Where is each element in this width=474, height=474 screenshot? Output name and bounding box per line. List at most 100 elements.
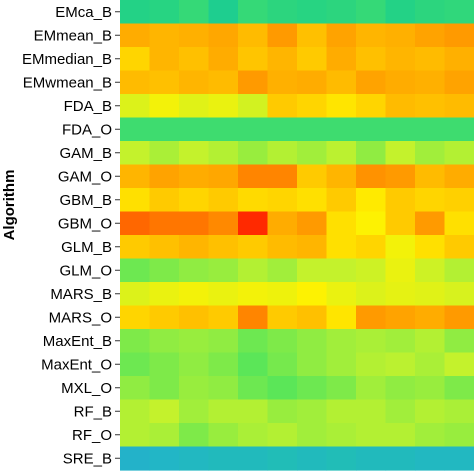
heatmap-cell	[120, 399, 151, 424]
heatmap-cell	[326, 117, 357, 142]
heatmap-cell	[120, 117, 151, 142]
heatmap-cell	[179, 47, 210, 72]
heatmap-cell	[415, 305, 446, 330]
heatmap-cell	[297, 188, 328, 213]
heatmap-cell	[326, 423, 357, 448]
heatmap-cell	[415, 329, 446, 354]
heatmap-cell	[238, 305, 269, 330]
heatmap-cell	[356, 352, 387, 377]
heatmap-cell	[356, 423, 387, 448]
heatmap-cell	[149, 0, 180, 25]
heatmap-cell	[149, 164, 180, 189]
heatmap-cell	[267, 188, 298, 213]
heatmap-cell	[385, 70, 416, 95]
heatmap-cell	[385, 305, 416, 330]
heatmap-cell	[444, 23, 474, 48]
heatmap-cell	[297, 258, 328, 283]
heatmap-cell	[179, 0, 210, 25]
row-label: GLM_B	[61, 239, 112, 256]
heatmap-cell	[179, 376, 210, 401]
heatmap-cell	[267, 94, 298, 119]
heatmap-cell	[326, 47, 357, 72]
heatmap-cell	[356, 188, 387, 213]
heatmap-cell	[267, 423, 298, 448]
heatmap-cell	[238, 446, 269, 471]
heatmap-cell	[415, 47, 446, 72]
row-label: GBM_B	[59, 192, 112, 209]
heatmap-cell	[208, 164, 239, 189]
heatmap-cell	[208, 258, 239, 283]
heatmap-cell	[179, 164, 210, 189]
row-label: MaxEnt_B	[43, 333, 112, 350]
row-label: FDA_B	[64, 98, 112, 115]
heatmap-cell	[208, 211, 239, 236]
row-label: MXL_O	[61, 380, 112, 397]
heatmap-cell	[415, 188, 446, 213]
heatmap-cell	[415, 70, 446, 95]
heatmap-cell	[326, 23, 357, 48]
heatmap-cell	[238, 164, 269, 189]
heatmap-cell	[444, 117, 474, 142]
heatmap-cell	[297, 376, 328, 401]
heatmap-cell	[297, 423, 328, 448]
heatmap-cell	[356, 329, 387, 354]
heatmap-cell	[267, 164, 298, 189]
heatmap-cell	[208, 376, 239, 401]
heatmap-cell	[149, 235, 180, 260]
heatmap-cell	[356, 164, 387, 189]
heatmap-cell	[385, 399, 416, 424]
heatmap-cell	[149, 47, 180, 72]
heatmap-cell	[444, 258, 474, 283]
heatmap-cell	[267, 23, 298, 48]
heatmap-cell	[179, 235, 210, 260]
heatmap-cell	[149, 211, 180, 236]
heatmap-cell	[267, 47, 298, 72]
heatmap-cell	[120, 376, 151, 401]
heatmap-cell	[297, 47, 328, 72]
heatmap-cell	[444, 0, 474, 25]
heatmap-cell	[297, 211, 328, 236]
heatmap-cell	[297, 282, 328, 307]
row-label: EMwmean_B	[23, 74, 112, 91]
heatmap-cell	[385, 141, 416, 166]
heatmap-cell	[267, 258, 298, 283]
heatmap-cell	[120, 23, 151, 48]
heatmap-cell	[444, 94, 474, 119]
heatmap-cell	[120, 352, 151, 377]
heatmap-cell	[326, 258, 357, 283]
heatmap-cell	[297, 352, 328, 377]
heatmap-cell	[415, 235, 446, 260]
heatmap-cell	[179, 70, 210, 95]
heatmap-cell	[267, 211, 298, 236]
heatmap-cell	[297, 0, 328, 25]
heatmap-cell	[444, 70, 474, 95]
heatmap-cell	[149, 423, 180, 448]
heatmap-cell	[267, 0, 298, 25]
heatmap-cell	[208, 399, 239, 424]
heatmap-cell	[149, 399, 180, 424]
heatmap-cell	[238, 211, 269, 236]
heatmap-cell	[179, 282, 210, 307]
heatmap-cell	[385, 235, 416, 260]
heatmap-cell	[208, 23, 239, 48]
heatmap-cell	[149, 446, 180, 471]
heatmap-cell	[120, 235, 151, 260]
heatmap-cell	[297, 305, 328, 330]
heatmap-cell	[415, 352, 446, 377]
row-label: FDA_O	[62, 121, 112, 138]
heatmap-cell	[120, 188, 151, 213]
heatmap-cell	[444, 305, 474, 330]
row-label: MARS_B	[50, 286, 112, 303]
heatmap-cell	[444, 164, 474, 189]
heatmap-cell	[297, 235, 328, 260]
heatmap-cell	[208, 141, 239, 166]
heatmap-cell	[149, 329, 180, 354]
heatmap-cell	[297, 399, 328, 424]
heatmap-cell	[267, 399, 298, 424]
heatmap-cell	[415, 117, 446, 142]
heatmap-cell	[208, 47, 239, 72]
heatmap-cell	[238, 0, 269, 25]
heatmap-cell	[208, 70, 239, 95]
heatmap-cell	[385, 94, 416, 119]
heatmap-cell	[297, 141, 328, 166]
